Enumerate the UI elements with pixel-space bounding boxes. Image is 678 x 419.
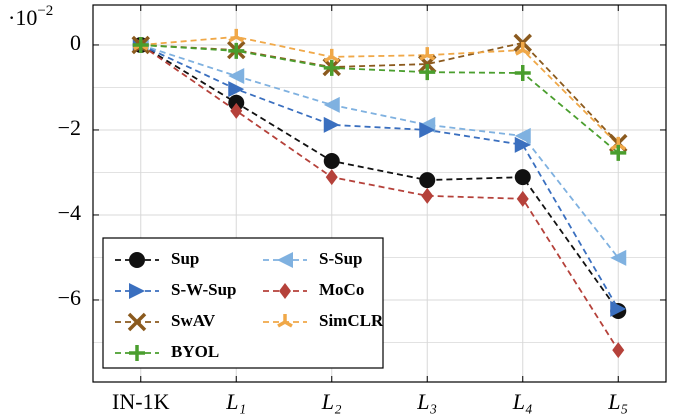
marker bbox=[127, 312, 147, 332]
marker bbox=[228, 94, 245, 111]
x-tick-label: IN-1K bbox=[112, 389, 170, 414]
y-tick-label: −6 bbox=[58, 285, 81, 310]
legend-label: MoCo bbox=[319, 280, 364, 299]
series-line bbox=[140, 44, 619, 154]
marker bbox=[514, 65, 531, 82]
marker bbox=[277, 252, 293, 268]
x-tick-label: L₁ bbox=[225, 389, 246, 414]
multiplier-exponent: −2 bbox=[37, 3, 53, 19]
marker bbox=[129, 283, 145, 299]
x-tick-label: L₃ bbox=[416, 389, 437, 414]
multiplier-base: ·10 bbox=[8, 5, 37, 30]
marker bbox=[516, 190, 529, 207]
marker bbox=[514, 127, 531, 144]
marker bbox=[514, 42, 531, 56]
marker bbox=[419, 172, 436, 189]
marker bbox=[323, 152, 340, 169]
marker bbox=[279, 283, 291, 299]
x-tick-label: L₂ bbox=[321, 389, 342, 414]
marker bbox=[228, 67, 245, 84]
marker bbox=[610, 249, 627, 266]
legend-label: SimCLR bbox=[319, 311, 384, 330]
series-line bbox=[140, 44, 620, 310]
marker bbox=[514, 136, 531, 153]
marker bbox=[129, 345, 145, 361]
marker bbox=[323, 116, 340, 133]
marker bbox=[323, 96, 340, 113]
y-tick-label: −4 bbox=[58, 200, 81, 225]
marker bbox=[132, 36, 149, 53]
marker bbox=[612, 342, 625, 359]
marker bbox=[610, 144, 627, 161]
x-tick-label: L₄ bbox=[512, 389, 533, 414]
marker bbox=[129, 252, 145, 268]
marker bbox=[228, 28, 245, 43]
legend-label: BYOL bbox=[171, 342, 219, 361]
series-line bbox=[140, 44, 619, 259]
legend-label: S-Sup bbox=[319, 249, 362, 268]
y-tick-label: −2 bbox=[58, 115, 81, 140]
marker bbox=[610, 300, 627, 317]
legend: Sup S-Sup S-W-Sup MoCo SwAV SimCLR BYOL bbox=[102, 237, 384, 369]
plot-frame bbox=[92, 4, 667, 383]
x-tick-label: L₅ bbox=[607, 389, 628, 414]
series-line bbox=[140, 44, 619, 312]
legend-label: S-W-Sup bbox=[171, 280, 237, 299]
marker bbox=[323, 59, 340, 76]
legend-label: Sup bbox=[171, 249, 199, 268]
marker bbox=[419, 121, 436, 138]
marker bbox=[228, 42, 245, 59]
y-tick-label: 0 bbox=[70, 30, 81, 55]
legend-label: SwAV bbox=[171, 311, 216, 330]
marker bbox=[228, 81, 245, 98]
marker bbox=[325, 169, 338, 186]
marker bbox=[323, 48, 340, 63]
marker bbox=[277, 314, 293, 328]
marker bbox=[419, 47, 436, 61]
marker bbox=[514, 169, 531, 186]
marker bbox=[419, 64, 436, 81]
series-line bbox=[140, 35, 619, 146]
marker bbox=[421, 187, 434, 204]
marker bbox=[230, 102, 243, 119]
y-multiplier: ·10−2 bbox=[8, 3, 53, 30]
series-line bbox=[140, 41, 619, 144]
series-line bbox=[140, 44, 620, 351]
